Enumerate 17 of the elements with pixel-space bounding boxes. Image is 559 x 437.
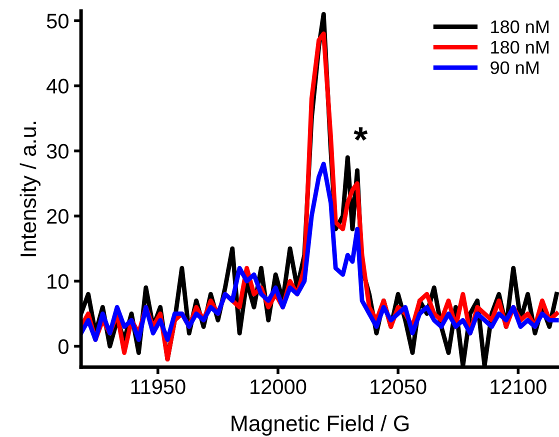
y-tick-label: 40 — [46, 78, 68, 94]
x-tick-label: 11950 — [131, 379, 186, 394]
x-tick-label: 12100 — [490, 379, 546, 394]
legend-label: 180 nM — [491, 20, 548, 34]
y-tick-label: 10 — [48, 274, 68, 289]
y-tick-label: 0 — [58, 339, 68, 354]
line-series — [81, 162, 559, 342]
x-tick-label: 12000 — [250, 379, 306, 394]
x-axis-title: Magnetic Field / G — [232, 414, 409, 436]
y-tick-label: 20 — [47, 209, 68, 224]
legend-label: 180 nM — [491, 40, 548, 54]
legend-label: 90 nM — [490, 61, 538, 74]
y-axis-title: Intensity / a.u. — [20, 122, 41, 256]
x-tick-label: 12050 — [370, 379, 426, 394]
annotation: * — [354, 127, 368, 141]
y-tick-label: 30 — [46, 144, 68, 159]
y-tick-label: 50 — [46, 14, 68, 28]
